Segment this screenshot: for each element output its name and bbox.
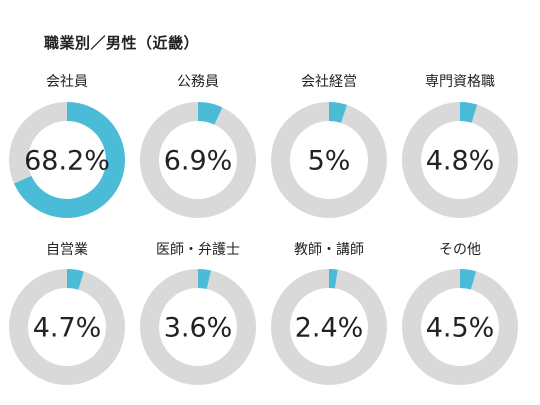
- value-arc: [402, 102, 518, 218]
- category-label: 専門資格職: [425, 74, 495, 90]
- value-arc: [271, 102, 387, 218]
- percent-label: 5%: [308, 146, 351, 177]
- category-label: 医師・弁護士: [156, 242, 240, 258]
- percent-label: 4.7%: [33, 313, 102, 344]
- value-arc: [140, 102, 256, 218]
- percent-label: 2.4%: [295, 313, 364, 344]
- donut-6: 医師・弁護士 3.6%: [140, 242, 256, 385]
- percent-label: 4.8%: [426, 146, 495, 177]
- value-arc: [140, 269, 256, 385]
- category-label: 会社経営: [301, 74, 357, 90]
- percent-label: 4.5%: [426, 313, 495, 344]
- category-label: その他: [439, 242, 481, 258]
- value-arc: [271, 269, 387, 385]
- value-arc: [402, 269, 518, 385]
- donut-5: 自営業 4.7%: [9, 242, 125, 385]
- donut-8: その他 4.5%: [402, 242, 518, 385]
- value-arc: [9, 269, 125, 385]
- donut-7: 教師・講師 2.4%: [271, 242, 387, 385]
- category-label: 公務員: [177, 74, 219, 90]
- category-label: 自営業: [46, 242, 88, 258]
- category-label: 会社員: [46, 74, 88, 90]
- value-arc: [9, 102, 125, 218]
- donut-1: 会社員 68.2%: [9, 74, 125, 218]
- chart-title: 職業別／男性（近畿）: [44, 34, 200, 52]
- donut-3: 会社経営 5%: [271, 74, 387, 218]
- percent-label: 68.2%: [24, 146, 110, 177]
- category-label: 教師・講師: [294, 242, 364, 258]
- percent-label: 6.9%: [164, 146, 233, 177]
- donut-2: 公務員 6.9%: [140, 74, 256, 218]
- percent-label: 3.6%: [164, 313, 233, 344]
- donut-4: 専門資格職 4.8%: [402, 74, 518, 218]
